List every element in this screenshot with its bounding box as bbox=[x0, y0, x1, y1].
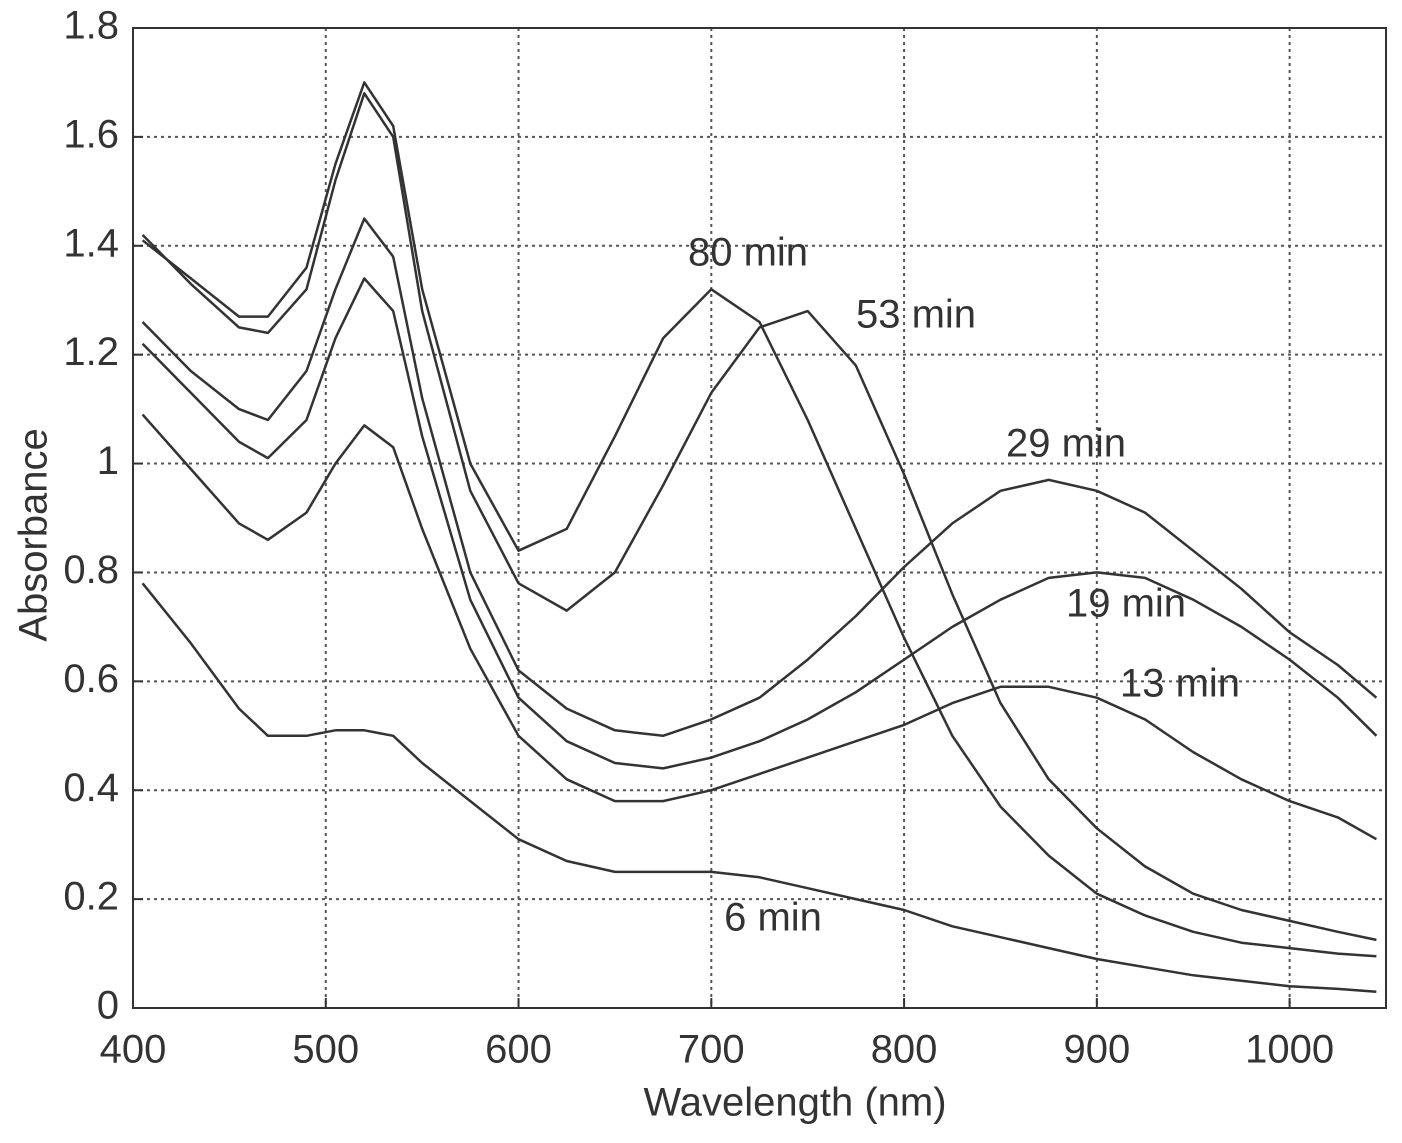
x-tick-label: 1000 bbox=[1245, 1028, 1334, 1072]
y-tick-label: 0.8 bbox=[63, 548, 119, 592]
x-tick-label: 400 bbox=[100, 1028, 167, 1072]
y-tick-label: 1.2 bbox=[63, 330, 119, 374]
series-line bbox=[141, 582, 1377, 993]
y-tick-label: 1 bbox=[97, 439, 119, 483]
series-label: 13 min bbox=[1120, 662, 1240, 706]
series-label: 19 min bbox=[1066, 582, 1186, 626]
y-tick-label: 0.6 bbox=[63, 657, 119, 701]
series-line bbox=[141, 277, 1378, 770]
y-axis-label: Absorbance bbox=[12, 428, 56, 641]
plot-frame bbox=[132, 27, 1387, 1009]
series-label: 80 min bbox=[688, 231, 808, 275]
x-tick-label: 500 bbox=[292, 1028, 359, 1072]
series-label: 29 min bbox=[1006, 422, 1126, 466]
y-tick-label: 0 bbox=[97, 984, 119, 1028]
series-line bbox=[141, 217, 1378, 738]
y-tick-label: 0.2 bbox=[63, 875, 119, 919]
series-line bbox=[141, 92, 1377, 942]
y-tick-label: 1.6 bbox=[63, 112, 119, 156]
series-line bbox=[141, 413, 1378, 841]
series-line bbox=[141, 81, 1377, 958]
x-tick-label: 600 bbox=[485, 1028, 552, 1072]
y-tick-label: 0.4 bbox=[63, 766, 119, 810]
x-tick-label: 800 bbox=[871, 1028, 938, 1072]
x-axis-label: Wavelength (nm) bbox=[643, 1081, 946, 1125]
series-label: 53 min bbox=[856, 293, 976, 337]
y-tick-label: 1.8 bbox=[63, 4, 119, 48]
x-tick-label: 900 bbox=[1063, 1028, 1130, 1072]
series-label: 6 min bbox=[724, 896, 822, 940]
y-tick-label: 1.4 bbox=[63, 221, 119, 265]
x-tick-label: 700 bbox=[678, 1028, 745, 1072]
